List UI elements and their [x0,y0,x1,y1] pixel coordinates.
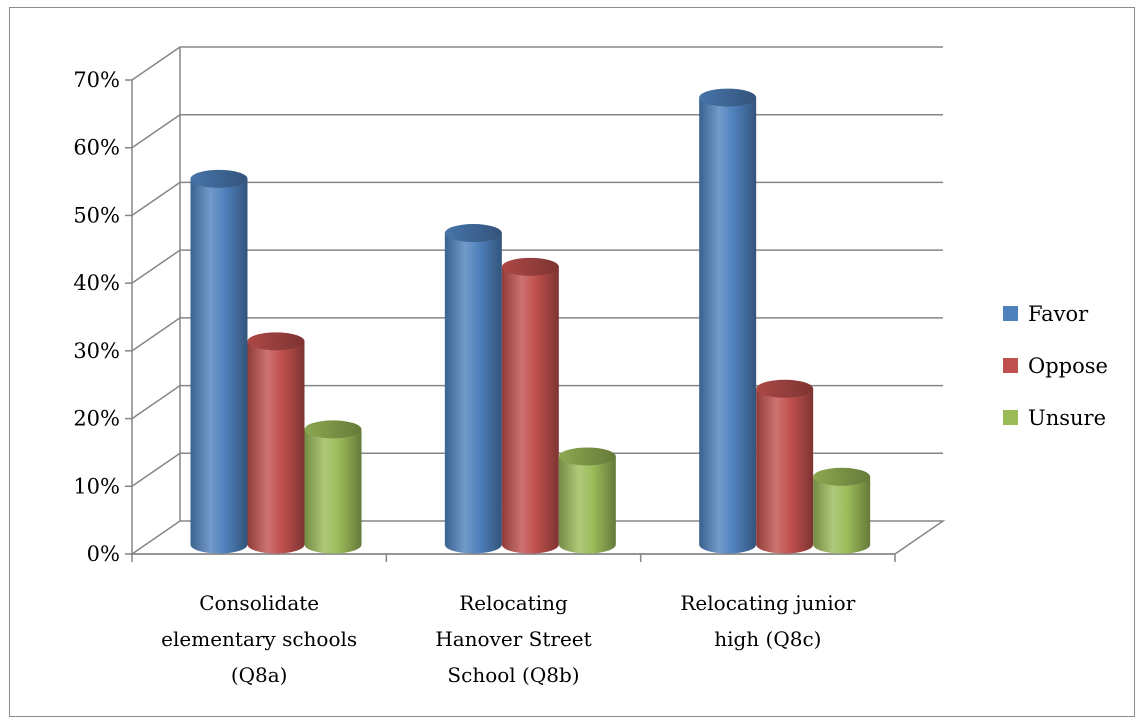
gridline [131,317,943,352]
axes [125,79,896,562]
y-tick-label: 30% [73,339,120,363]
legend-label-unsure: Unsure [1028,406,1106,430]
bar-unsure [304,420,362,554]
bar-body [501,266,559,554]
bar-oppose [756,379,814,554]
bar-top [813,467,871,486]
category-label: Relocating junior high (Q8c) [680,591,855,651]
bar-top [501,257,559,276]
category-label: Relocating Hanover Street School (Q8b) [435,591,591,687]
bar-top [444,224,502,243]
bar-top [699,88,757,107]
gridline [131,181,943,217]
bar-favor [444,224,502,554]
y-tick-label: 20% [73,407,120,431]
bar-unsure [813,467,871,554]
legend-label-favor: Favor [1028,302,1089,326]
bar-favor [699,88,757,554]
bar-body [247,341,305,554]
y-tick-labels: 0% 10% 20% 30% 40% 50% 60% 70% [73,68,120,566]
bar-unsure [558,447,616,554]
gridlines [131,46,943,487]
gridline [131,249,943,284]
gridline [131,452,943,487]
legend-label-oppose: Oppose [1028,354,1108,378]
gridline [131,113,943,149]
bar-top [558,447,616,466]
y-tick-label: 10% [73,474,120,498]
legend-swatch-oppose [1003,358,1018,373]
y-tick-label: 50% [73,203,120,227]
bar-favor [190,169,248,554]
bar-body [699,97,757,554]
y-tick-label: 0% [87,542,120,566]
bar-top [247,332,305,351]
legend-swatch-favor [1003,306,1018,321]
bar-top [190,169,248,188]
bar-body [190,178,248,554]
y-tick-label: 60% [73,136,120,160]
y-tick-label: 70% [73,68,120,92]
bars [190,88,871,554]
category-labels: Consolidate elementary schools (Q8a) Reloca… [161,591,856,687]
bar-body [444,233,502,554]
bar-top [756,379,814,398]
bar-body [813,476,871,554]
legend: Favor Oppose Unsure [1003,302,1108,430]
bar-body [756,388,814,554]
bar-top [304,420,362,439]
bar-body [558,456,616,554]
legend-swatch-unsure [1003,410,1018,425]
category-label: Consolidate elementary schools (Q8a) [161,591,357,687]
bar-body [304,429,362,554]
gridline [131,46,943,81]
bar-oppose [501,257,559,554]
y-tick-label: 40% [73,271,120,295]
gridline [131,384,943,420]
bar-oppose [247,332,305,554]
